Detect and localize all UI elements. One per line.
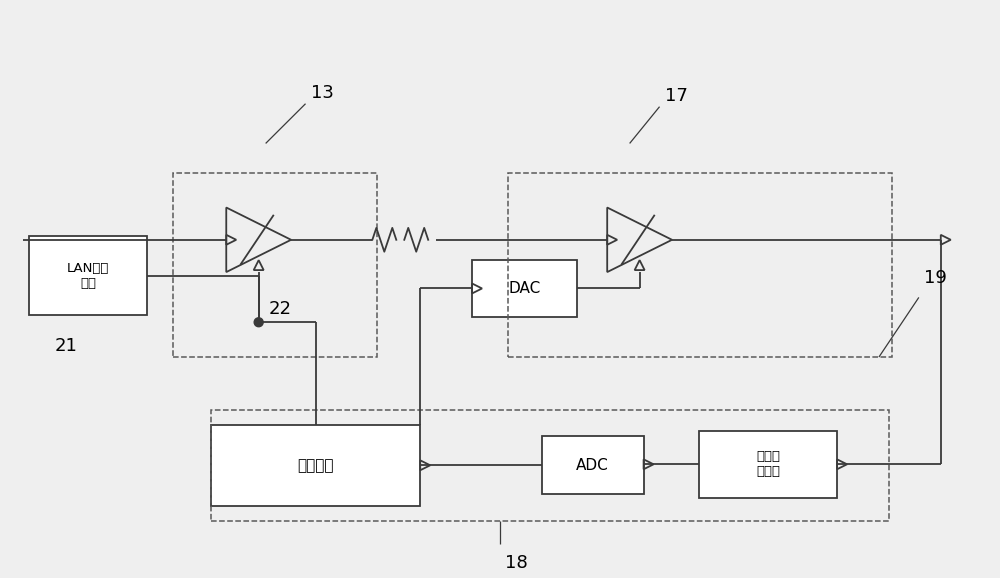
- Bar: [211, 410, 889, 521]
- Text: ADC: ADC: [576, 458, 609, 473]
- Circle shape: [254, 318, 263, 327]
- Text: 22: 22: [269, 300, 292, 318]
- Bar: [211, 425, 420, 506]
- Bar: [542, 436, 644, 494]
- Text: LAN供电
电源: LAN供电 电源: [67, 262, 109, 290]
- Bar: [472, 260, 577, 317]
- Bar: [173, 173, 377, 357]
- Text: 18: 18: [505, 554, 528, 572]
- Text: 控制模块: 控制模块: [297, 458, 334, 473]
- Text: 13: 13: [311, 84, 333, 102]
- Bar: [699, 431, 837, 498]
- Text: 17: 17: [665, 87, 687, 105]
- Text: 功率检
测模块: 功率检 测模块: [756, 450, 780, 478]
- Text: 21: 21: [54, 337, 77, 355]
- Text: DAC: DAC: [508, 281, 541, 296]
- Text: 19: 19: [924, 269, 947, 287]
- Bar: [29, 236, 147, 315]
- Bar: [508, 173, 892, 357]
